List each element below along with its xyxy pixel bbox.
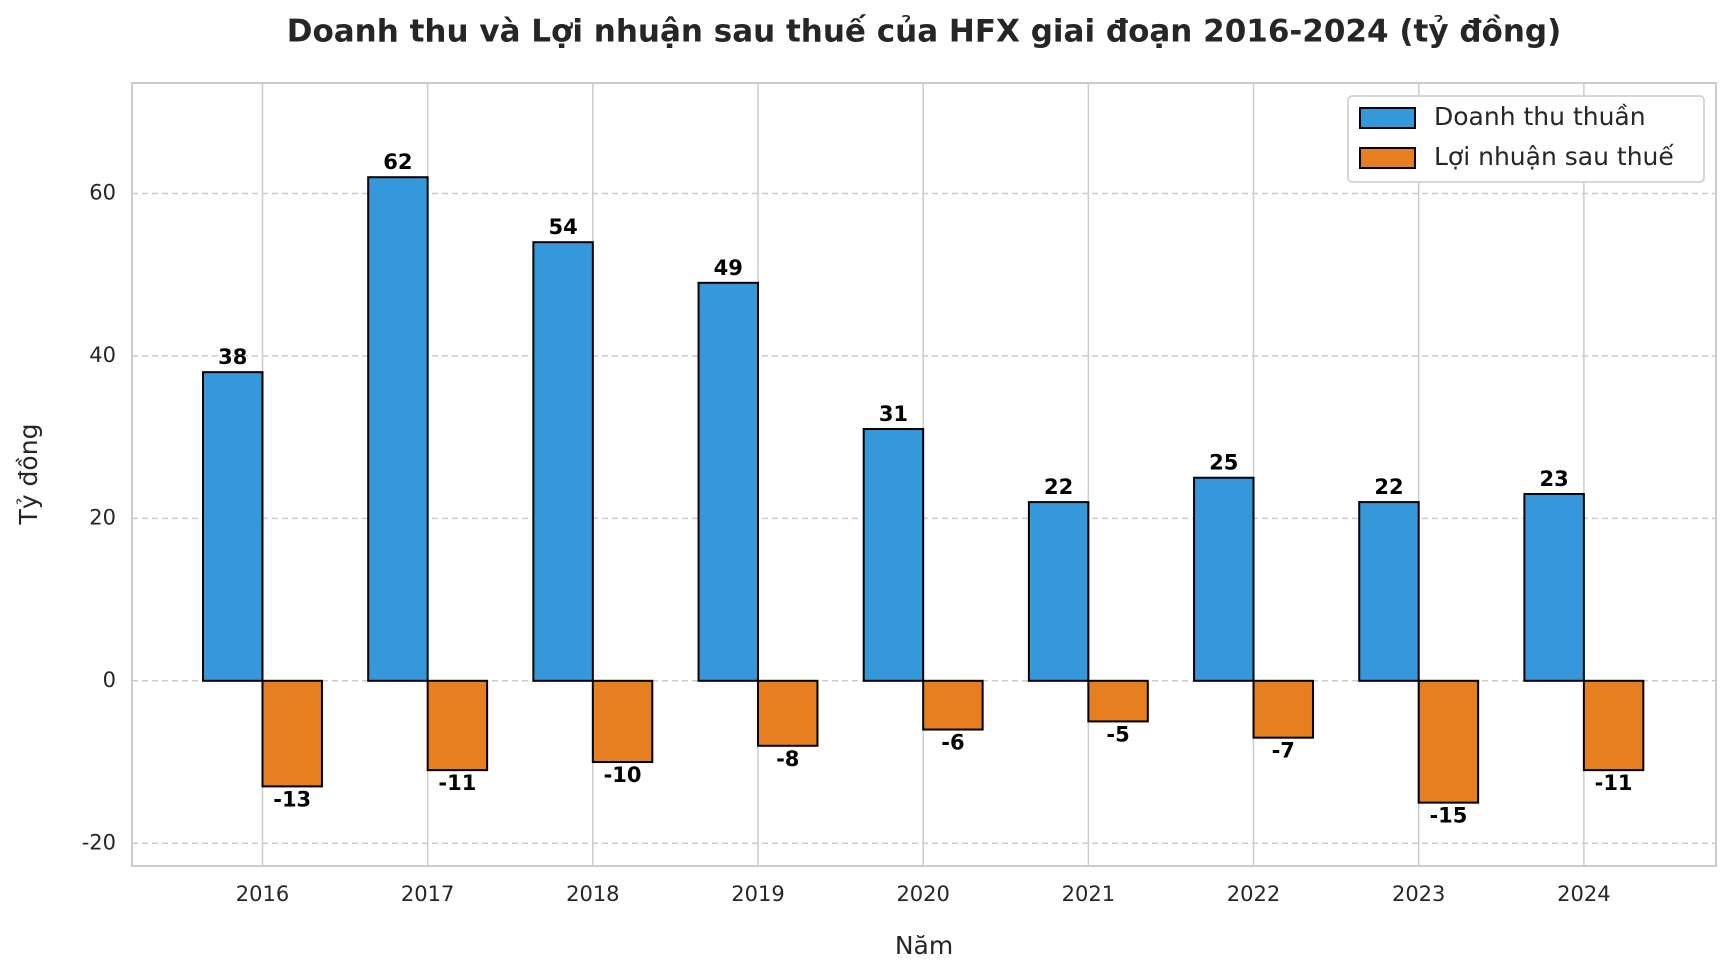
bar [1193,476,1255,682]
bar [757,679,819,747]
bar [697,281,760,682]
bar [1582,679,1645,772]
bar [862,428,925,682]
legend-label: Doanh thu thuần [1434,102,1646,131]
bar [1417,679,1480,804]
y-tick-label: 20 [89,505,116,529]
x-axis-label: Năm [895,931,953,960]
value-label: -8 [776,747,799,771]
value-label: 25 [1209,451,1238,475]
value-label: -13 [273,787,311,811]
x-tick-label: 2024 [1557,882,1610,906]
x-tick-label: 2018 [566,882,619,906]
bar [426,679,489,772]
plot-frame [131,82,1717,867]
value-label: -10 [604,763,642,787]
value-label: -11 [1595,771,1633,795]
value-label: -7 [1272,739,1295,763]
y-tick-label: 40 [89,343,116,367]
bar [922,679,984,731]
bar [261,679,323,788]
x-tick-label: 2016 [236,882,289,906]
bar [367,176,429,682]
legend-label: Lợi nhuận sau thuế [1434,142,1674,171]
value-label: 22 [1044,475,1073,499]
value-label: 23 [1540,467,1569,491]
chart-title: Doanh thu và Lợi nhuận sau thuế của HFX … [287,14,1562,50]
bar [1252,679,1314,739]
value-label: -6 [941,731,964,755]
legend-swatch [1359,107,1416,129]
y-tick-label: -20 [82,830,116,854]
value-label: 49 [714,256,743,280]
x-tick-label: 2019 [731,882,784,906]
value-label: 54 [548,215,577,239]
y-axis-label: Tỷ đồng [14,424,43,526]
bar [591,679,654,764]
value-label: -11 [438,771,476,795]
value-label: 22 [1374,475,1403,499]
legend: Doanh thu thuần Lợi nhuận sau thuế [1347,95,1705,183]
x-tick-label: 2022 [1227,882,1280,906]
x-tick-label: 2021 [1062,882,1115,906]
bar [1027,501,1090,682]
bar [1358,501,1420,682]
bar [1087,679,1149,723]
value-label: -15 [1429,804,1467,828]
bar [532,241,594,682]
marks: 38 -13 62 -11 54 -10 49 -8 31 -6 22 -5 25 -7 22 -15 23 -1… [202,150,1645,828]
legend-swatch [1359,147,1416,169]
value-label: 62 [383,150,412,174]
bar [1523,492,1585,682]
value-label: 38 [218,345,247,369]
bar [202,371,264,682]
x-tick-label: 2017 [401,882,454,906]
value-label: -5 [1106,722,1129,746]
value-label: 31 [879,402,908,426]
y-tick-label: 0 [103,668,116,692]
legend-box [1347,95,1705,183]
y-tick-label: 60 [89,180,116,204]
x-tick-label: 2020 [896,882,949,906]
x-tick-label: 2023 [1392,882,1445,906]
